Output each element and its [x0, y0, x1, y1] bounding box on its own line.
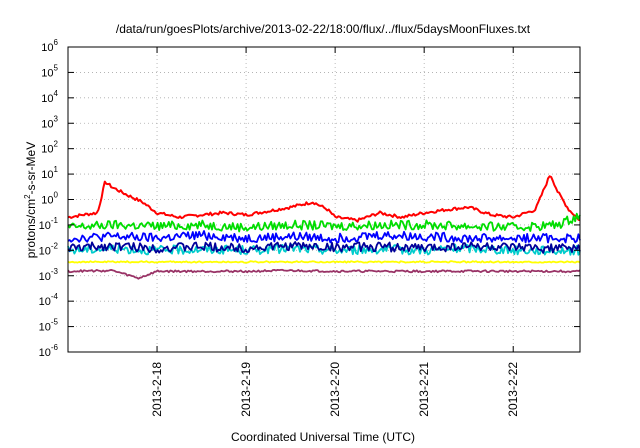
y-axis-label-base: protons/cm — [24, 199, 38, 258]
y-tick-label-base: 10 — [39, 220, 51, 232]
y-tick-label-base: 10 — [41, 67, 53, 79]
y-tick-label: 10-4 — [39, 292, 59, 308]
y-tick-label-base: 10 — [39, 322, 51, 334]
x-tick-label: 2013-2-18 — [150, 362, 164, 417]
x-tick-label: 2013-2-20 — [328, 362, 342, 417]
y-tick-label: 102 — [41, 140, 58, 156]
y-tick-label-base: 10 — [39, 347, 51, 359]
y-tick-label-base: 10 — [39, 245, 51, 257]
y-tick-label-base: 10 — [41, 118, 53, 130]
y-tick-label: 10-6 — [39, 343, 59, 359]
y-tick-label: 10-1 — [39, 216, 59, 232]
series-line — [67, 260, 581, 264]
y-tick-label-exp: -1 — [51, 216, 59, 225]
x-tick-labels: 2013-2-18 2013-2-19 2013-2-20 2013-2-21 2013… — [150, 362, 520, 417]
series-line — [67, 175, 581, 223]
y-tick-label-exp: -4 — [51, 292, 59, 301]
y-tick-label-base: 10 — [39, 271, 51, 283]
series-line — [67, 268, 581, 280]
y-tick-label: 10-2 — [39, 241, 59, 257]
y-tick-label-exp: 0 — [54, 191, 59, 200]
y-tick-label: 100 — [41, 191, 58, 207]
y-tick-labels: 10-610-510-410-310-210-11001011021031041… — [39, 38, 59, 359]
y-tick-label-exp: -2 — [51, 241, 59, 250]
y-tick-label-exp: 4 — [54, 89, 59, 98]
y-axis-label: protons/cm2-s-sr-MeV — [23, 142, 38, 258]
x-tick-label: 2013-2-21 — [417, 362, 431, 417]
y-tick-label-base: 10 — [41, 42, 53, 54]
y-tick-label: 10-5 — [39, 318, 59, 334]
series-line — [67, 241, 581, 254]
y-tick-label: 105 — [41, 63, 58, 79]
y-tick-label-exp: -3 — [51, 267, 59, 276]
y-axis-label-rest: -s-sr-MeV — [24, 142, 38, 195]
y-tick-label-exp: 6 — [54, 38, 59, 47]
y-tick-label-exp: -6 — [51, 343, 59, 352]
y-tick-label-exp: 1 — [54, 165, 59, 174]
x-tick-label: 2013-2-22 — [506, 362, 520, 417]
y-tick-label-base: 10 — [41, 93, 53, 105]
series-line — [67, 230, 581, 244]
axis-ticks — [68, 46, 580, 353]
chart-title: /data/run/goesPlots/archive/2013-02-22/1… — [116, 22, 531, 36]
y-tick-label: 101 — [41, 165, 58, 181]
series-lines — [67, 175, 581, 280]
y-tick-label: 10-3 — [39, 267, 59, 283]
y-tick-label: 103 — [41, 114, 58, 130]
y-tick-label-base: 10 — [41, 144, 53, 156]
y-tick-label-exp: 2 — [54, 140, 59, 149]
y-tick-label: 106 — [41, 38, 58, 54]
y-tick-label-exp: -5 — [51, 318, 59, 327]
y-tick-label: 104 — [41, 89, 58, 105]
y-tick-label-base: 10 — [39, 296, 51, 308]
grid-lines — [68, 47, 580, 352]
y-tick-label-base: 10 — [41, 195, 53, 207]
y-tick-label-base: 10 — [41, 169, 53, 181]
x-tick-label: 2013-2-19 — [239, 362, 253, 417]
y-axis-label-sup: 2 — [23, 194, 32, 199]
y-tick-label-exp: 5 — [54, 63, 59, 72]
y-tick-label-exp: 3 — [54, 114, 59, 123]
x-axis-label: Coordinated Universal Time (UTC) — [231, 430, 415, 444]
series-line — [67, 212, 581, 233]
